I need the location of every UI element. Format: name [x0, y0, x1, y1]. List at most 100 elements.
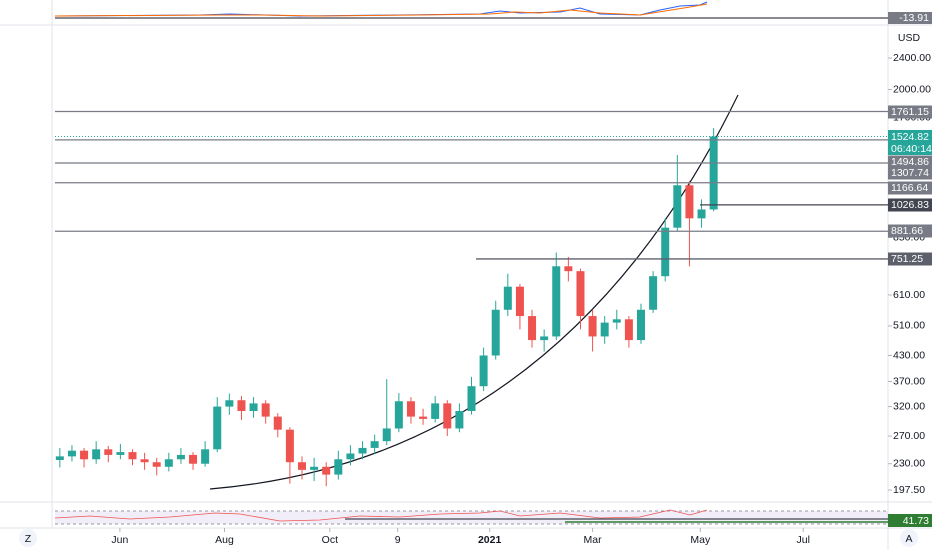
candle-body [237, 400, 246, 411]
rsi-value-box [888, 514, 932, 527]
candle-body [297, 462, 306, 470]
level-label: 751.25 [891, 253, 923, 265]
button-bg[interactable] [19, 529, 37, 547]
x-tick-label: Aug [215, 534, 234, 546]
candle-body [564, 266, 573, 272]
parabolic-curve [209, 94, 739, 490]
level-label-box [888, 224, 932, 238]
rsi-band [55, 511, 888, 524]
candle-body [503, 286, 512, 310]
rsi-pane [54, 509, 888, 525]
level-label-box [888, 105, 932, 119]
candle-body [152, 462, 161, 467]
x-tick-label: Oct [322, 534, 338, 546]
candle-body [406, 401, 415, 417]
level-label: 1026.83 [891, 199, 929, 211]
candle-body [225, 400, 234, 407]
candles [55, 128, 718, 487]
level-label-box [888, 198, 932, 212]
macd-pane [54, 1, 888, 19]
candle-body [479, 355, 488, 387]
y-tick-label: 197.50 [893, 484, 925, 496]
candle-body [588, 316, 597, 337]
candle-body [515, 286, 524, 317]
x-tick-label: May [690, 534, 711, 546]
last-price-label: 1524.82 [891, 131, 929, 143]
candle-body [709, 136, 718, 210]
x-tick-label: Jul [797, 534, 810, 546]
last-price-box [888, 130, 932, 155]
candle-body [261, 403, 270, 417]
level-label: 881.66 [891, 225, 923, 237]
candle-body [92, 449, 101, 460]
button-bg[interactable] [900, 529, 918, 547]
level-label: 1761.15 [891, 106, 929, 118]
level-label: 1307.74 [891, 167, 929, 179]
signal-line [54, 3, 708, 17]
candle-body [176, 454, 185, 460]
y-tick-label: 270.00 [893, 430, 925, 442]
candle-body [55, 456, 64, 461]
candle-body [273, 416, 282, 430]
x-tick-label: 2021 [478, 534, 502, 546]
level-label-box [888, 166, 932, 180]
y-tick-label: 2400.00 [893, 52, 931, 64]
currency-label: USD [898, 32, 921, 44]
x-tick-label: 9 [395, 534, 401, 546]
candle-body [140, 459, 149, 463]
candle-body [661, 227, 670, 277]
candle-body [285, 429, 294, 463]
y-tick-label: 230.00 [893, 458, 925, 470]
candle-body [600, 322, 609, 337]
y-tick-label: 370.00 [893, 375, 925, 387]
candle-body [164, 459, 173, 467]
candle-body [128, 452, 137, 460]
candle-body [358, 447, 367, 454]
candle-body [673, 185, 682, 228]
candle-body [637, 309, 646, 341]
candle-body [540, 336, 549, 341]
level-label-box [888, 181, 932, 195]
candle-body [394, 401, 403, 429]
candle-body [104, 449, 113, 455]
candle-body [382, 428, 391, 442]
candle-body [491, 309, 500, 356]
candle-body [612, 319, 621, 323]
candle-body [685, 185, 694, 219]
level-label: 1494.86 [891, 156, 929, 168]
y-tick-label: 430.00 [893, 349, 925, 361]
x-tick-label: Mar [584, 534, 603, 546]
candle-body [419, 416, 428, 419]
macd-value-box [888, 12, 932, 24]
candle-body [624, 319, 633, 341]
candle-body [201, 449, 210, 464]
candle-body [213, 406, 222, 450]
level-label-box [888, 155, 932, 169]
countdown-label: 06:40:14 [891, 143, 932, 155]
auto-scale-button[interactable]: A [905, 533, 912, 545]
candle-body [576, 271, 585, 317]
candle-body [370, 441, 379, 448]
candle-body [443, 403, 452, 429]
y-tick-label: 510.00 [893, 320, 925, 332]
rsi-value: 41.73 [903, 515, 929, 527]
candle-body [346, 453, 355, 460]
rsi-line [54, 509, 708, 522]
candle-body [116, 452, 125, 455]
timezone-button[interactable]: Z [25, 533, 32, 545]
candle-body [310, 466, 319, 470]
level-label-box [888, 252, 932, 266]
candle-body [67, 450, 76, 457]
candle-body [467, 386, 476, 411]
y-tick-label: 610.00 [893, 289, 925, 301]
candle-body [697, 209, 706, 219]
x-tick-label: Jun [111, 534, 128, 546]
candle-body [322, 466, 331, 475]
macd-value: -13.91 [899, 12, 929, 24]
candle-body [455, 410, 464, 429]
candle-body [528, 316, 537, 341]
y-tick-label: 2000.00 [893, 83, 931, 95]
